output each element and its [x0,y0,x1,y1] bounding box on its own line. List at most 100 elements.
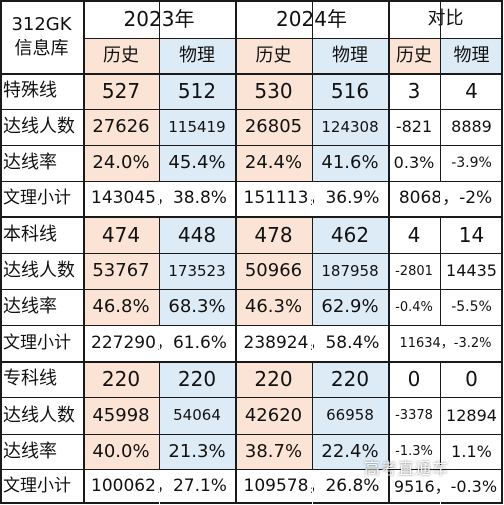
grid-hline [0,397,503,398]
score-cell: 512 [159,73,235,109]
row-label-rate: 达线率 [0,145,83,181]
grid-vline [159,0,160,504]
row-label-subtotal: 文理小计 [0,181,83,216]
rate-cell: 62.9% [312,289,388,325]
section-label: 专科线 [0,361,83,397]
grid-vline [312,0,313,504]
grid-hline [0,434,503,435]
rate-cell: -3.9% [440,145,503,181]
grid-hline [0,73,503,75]
rate-cell: -0.4% [388,289,440,325]
count-cell: 45998 [83,397,159,434]
rate-cell: -1.3% [388,434,440,469]
grid-hline [0,145,503,146]
count-cell: 50966 [235,253,312,289]
rate-cell: 22.4% [312,434,388,469]
grid-hline [0,109,503,110]
score-cell: 220 [312,361,388,397]
row-label-rate: 达线率 [0,289,83,325]
merged-cell-mask [159,182,160,216]
count-cell: -821 [388,109,440,145]
row-label-count: 达线人数 [0,109,83,145]
score-cell: 527 [83,73,159,109]
merged-cell-mask [312,182,313,216]
subtotal-2024: 109578，26.8% [235,469,388,504]
row-label-count: 达线人数 [0,253,83,289]
row-label-subtotal: 文理小计 [0,469,83,504]
row-label-subtotal: 文理小计 [0,325,83,361]
grid-hline [0,469,503,470]
rate-cell: 46.3% [235,289,312,325]
merged-cell-mask [312,326,313,361]
subject-history-header: 历史 [83,38,159,73]
merged-cell-mask [159,470,160,504]
corner-line-1: 312GK [11,13,72,35]
grid-vline [0,0,2,504]
rate-cell: 45.4% [159,145,235,181]
count-cell: 187958 [312,253,388,289]
grid-hline [0,253,503,254]
count-cell: 42620 [235,397,312,434]
count-cell: 26805 [235,109,312,145]
subject-physics-header: 物理 [312,38,388,73]
grid-hline [0,181,503,182]
grid-hline [0,289,503,290]
score-cell: 516 [312,73,388,109]
count-cell: -3378 [388,397,440,434]
grid-hline [0,361,503,363]
count-cell: 66958 [312,397,388,434]
merged-cell-mask [159,326,160,361]
row-label-rate: 达线率 [0,434,83,469]
grid-hline [0,216,503,218]
rate-cell: 41.6% [312,145,388,181]
rate-cell: 46.8% [83,289,159,325]
rate-cell: 68.3% [159,289,235,325]
subtotal-2024: 151113，36.9% [235,181,388,216]
rate-cell: 24.0% [83,145,159,181]
score-cell: 462 [312,216,388,253]
score-cell: 4 [440,73,503,109]
score-cell: 0 [440,361,503,397]
rate-cell: 0.3% [388,145,440,181]
corner-merge-mask [2,38,83,39]
count-cell: 54064 [159,397,235,434]
rate-cell: 38.7% [235,434,312,469]
count-cell: 12894 [440,397,503,434]
grid-hline [0,0,503,2]
merged-cell-mask [440,182,441,216]
subject-physics-header: 物理 [440,38,503,73]
score-cell: 14 [440,216,503,253]
score-cell: 220 [159,361,235,397]
grid-vline [83,0,85,504]
score-cell: 530 [235,73,312,109]
count-cell: 115419 [159,109,235,145]
subtotal-compare: 9516，-0.3% [388,469,503,504]
count-cell: 173523 [159,253,235,289]
count-cell: 124308 [312,109,388,145]
year-header: 2024年 [235,0,388,38]
merged-cell-mask [312,470,313,504]
rate-cell: 21.3% [159,434,235,469]
count-cell: 8889 [440,109,503,145]
subject-history-header: 历史 [235,38,312,73]
score-cell: 220 [83,361,159,397]
grid-hline [0,502,503,504]
rate-cell: -5.5% [440,289,503,325]
subtotal-compare: 8068，-2% [388,181,503,216]
watermark: 高考直通车 [364,459,450,478]
count-cell: 53767 [83,253,159,289]
grid-hline [0,325,503,326]
compare-header: 对比 [388,0,503,38]
row-label-count: 达线人数 [0,397,83,434]
rate-cell: 1.1% [440,434,503,469]
subtotal-2024: 238924，58.4% [235,325,388,361]
rate-cell: 40.0% [83,434,159,469]
subject-history-header: 历史 [388,38,440,73]
corner-cell: 312GK 信息库 [0,0,83,73]
grid-vline [501,0,503,504]
count-cell: -2801 [388,253,440,289]
score-cell: 478 [235,216,312,253]
section-label: 本科线 [0,216,83,253]
subtotal-compare: 11634，-3.2% [388,325,503,361]
